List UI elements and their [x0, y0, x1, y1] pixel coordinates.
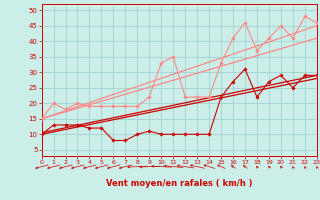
- X-axis label: Vent moyen/en rafales ( km/h ): Vent moyen/en rafales ( km/h ): [106, 179, 252, 188]
